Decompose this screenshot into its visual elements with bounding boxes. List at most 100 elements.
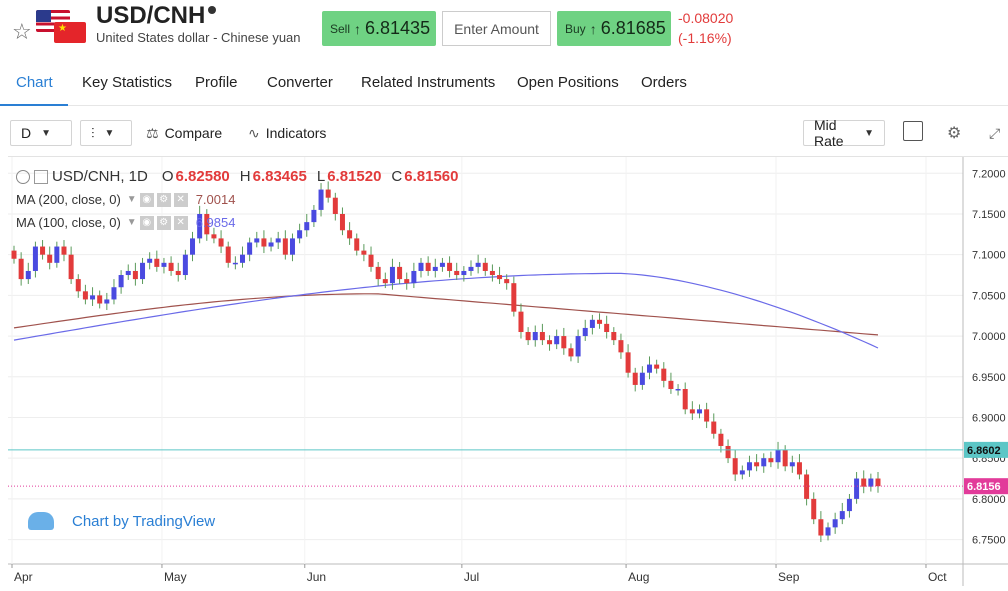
candle-up	[832, 519, 838, 528]
candle-down	[154, 258, 160, 267]
tab-open-positions[interactable]: Open Positions	[517, 74, 619, 91]
candle-down	[68, 254, 74, 280]
chart-legend: USD/CNH, 1D O 6.82580 H 6.83465 L 6.8152…	[8, 166, 568, 236]
y-tick-label: 7.0500	[972, 290, 1006, 302]
candle-up	[25, 270, 31, 280]
caret-down-icon[interactable]: ▼	[126, 217, 137, 228]
indicators-button[interactable]: ∿ Indicators	[248, 120, 326, 146]
candle-up	[582, 327, 588, 337]
amount-input[interactable]: Enter Amount	[442, 11, 551, 46]
candle-up	[854, 478, 860, 499]
candle-down	[796, 462, 802, 475]
reference-line-tag	[964, 441, 1008, 458]
candle-down	[218, 238, 224, 247]
candle-down	[818, 519, 824, 536]
tab-key-statistics[interactable]: Key Statistics	[82, 74, 173, 91]
candle-down	[40, 246, 46, 255]
candle-up	[111, 287, 117, 300]
fullscreen-box-icon[interactable]	[903, 121, 923, 141]
interval-select[interactable]: D ▼	[10, 120, 72, 146]
low-key: L	[316, 168, 326, 185]
candle-down	[668, 380, 674, 389]
candle-up	[411, 270, 417, 284]
ma200-label: MA (200, close, 0)	[16, 192, 121, 207]
candle-up	[589, 319, 595, 328]
chart-canvas[interactable]: 7.2000 7.1500 7.1000 7.0500 7.0000 6.9500 6.90…	[8, 157, 1008, 586]
high-value: 6.83465	[252, 168, 307, 185]
candle-up	[439, 262, 445, 267]
y-tick-label: 6.9500	[972, 372, 1006, 384]
x-tick-label: Aug	[628, 570, 649, 584]
price-chart[interactable]: 7.2000 7.1500 7.1000 7.0500 7.0000 6.9500 6.90…	[8, 156, 1008, 586]
candle-up	[182, 254, 188, 276]
y-tick-label: 7.1500	[972, 209, 1006, 221]
candle-up	[647, 364, 653, 373]
eye-icon[interactable]: ◉	[139, 192, 154, 207]
settings-gear-icon[interactable]: ⚙	[947, 125, 962, 142]
tab-orders[interactable]: Orders	[641, 74, 687, 91]
candle-down	[704, 409, 710, 422]
price-mode-value: Mid Rate	[814, 117, 844, 149]
close-icon[interactable]: ✕	[173, 192, 188, 207]
candle-up	[789, 462, 795, 467]
caret-down-icon: ▼	[864, 127, 874, 139]
close-icon[interactable]: ✕	[173, 215, 188, 230]
tab-chart[interactable]: Chart	[16, 74, 53, 91]
candle-up	[389, 266, 395, 284]
candle-down	[754, 462, 760, 467]
tradingview-attribution[interactable]: Chart by TradingView	[28, 512, 215, 530]
eye-icon[interactable]: ◉	[139, 215, 154, 230]
close-key: C	[391, 168, 403, 185]
legend-main-row: USD/CNH, 1D O 6.82580 H 6.83465 L 6.8152…	[16, 168, 459, 185]
price-mode-select[interactable]: Mid Rate ▼	[803, 117, 885, 149]
x-tick-label: May	[164, 570, 187, 584]
instrument-header: ☆ ★ USD/CNH United States dollar - Chine…	[0, 0, 1008, 60]
y-tick-label: 6.7500	[972, 535, 1006, 547]
candle-up	[825, 527, 831, 536]
candle-up	[696, 409, 702, 414]
candle-down	[611, 332, 617, 341]
candle-down	[654, 364, 660, 369]
compare-icon: ⚖	[146, 124, 159, 141]
candle-up	[675, 388, 681, 391]
candle-down	[511, 283, 517, 312]
change-absolute: -0.08020	[678, 10, 734, 26]
candle-up	[418, 262, 424, 271]
candle-down	[368, 254, 374, 267]
gear-icon[interactable]: ⚙	[156, 215, 171, 230]
candle-up	[275, 238, 281, 243]
candle-down	[347, 230, 353, 239]
expand-icon[interactable]: ⤢	[989, 124, 1001, 141]
interval-value: D	[21, 125, 32, 141]
candle-down	[632, 372, 638, 385]
candle-down	[625, 352, 631, 373]
candle-up	[318, 189, 324, 210]
candle-down	[597, 319, 603, 324]
tab-related-instruments[interactable]: Related Instruments	[361, 74, 496, 91]
candle-up	[304, 222, 310, 231]
y-tick-label: 7.0000	[972, 331, 1006, 343]
candle-down	[547, 340, 553, 345]
compare-button[interactable]: ⚖ Compare	[146, 120, 222, 146]
collapse-icon[interactable]	[16, 169, 30, 184]
tab-converter[interactable]: Converter	[267, 74, 333, 91]
star-icon[interactable]: ☆	[12, 19, 32, 44]
candle-up	[461, 270, 467, 276]
candle-down	[132, 270, 138, 280]
buy-button[interactable]: Buy ↑ 6.81685	[557, 11, 671, 46]
change-percent: (-1.16%)	[678, 30, 732, 46]
caret-down-icon[interactable]: ▼	[126, 194, 137, 205]
tab-profile[interactable]: Profile	[195, 74, 238, 91]
candle-down	[97, 295, 103, 304]
candle-down	[382, 279, 388, 284]
candle-down	[518, 311, 524, 333]
candle-down	[175, 270, 181, 276]
high-key: H	[239, 168, 251, 185]
candle-down	[725, 445, 731, 459]
gear-icon[interactable]: ⚙	[156, 192, 171, 207]
chart-type-select[interactable]: ⫶ ▼	[80, 120, 132, 146]
hide-icon[interactable]	[34, 169, 48, 184]
candle-up	[254, 238, 260, 243]
sell-button[interactable]: Sell ↑ 6.81435	[322, 11, 436, 46]
legend-ma100-row: MA (100, close, 0) ▼ ◉ ⚙ ✕ 6.9854	[16, 215, 235, 230]
